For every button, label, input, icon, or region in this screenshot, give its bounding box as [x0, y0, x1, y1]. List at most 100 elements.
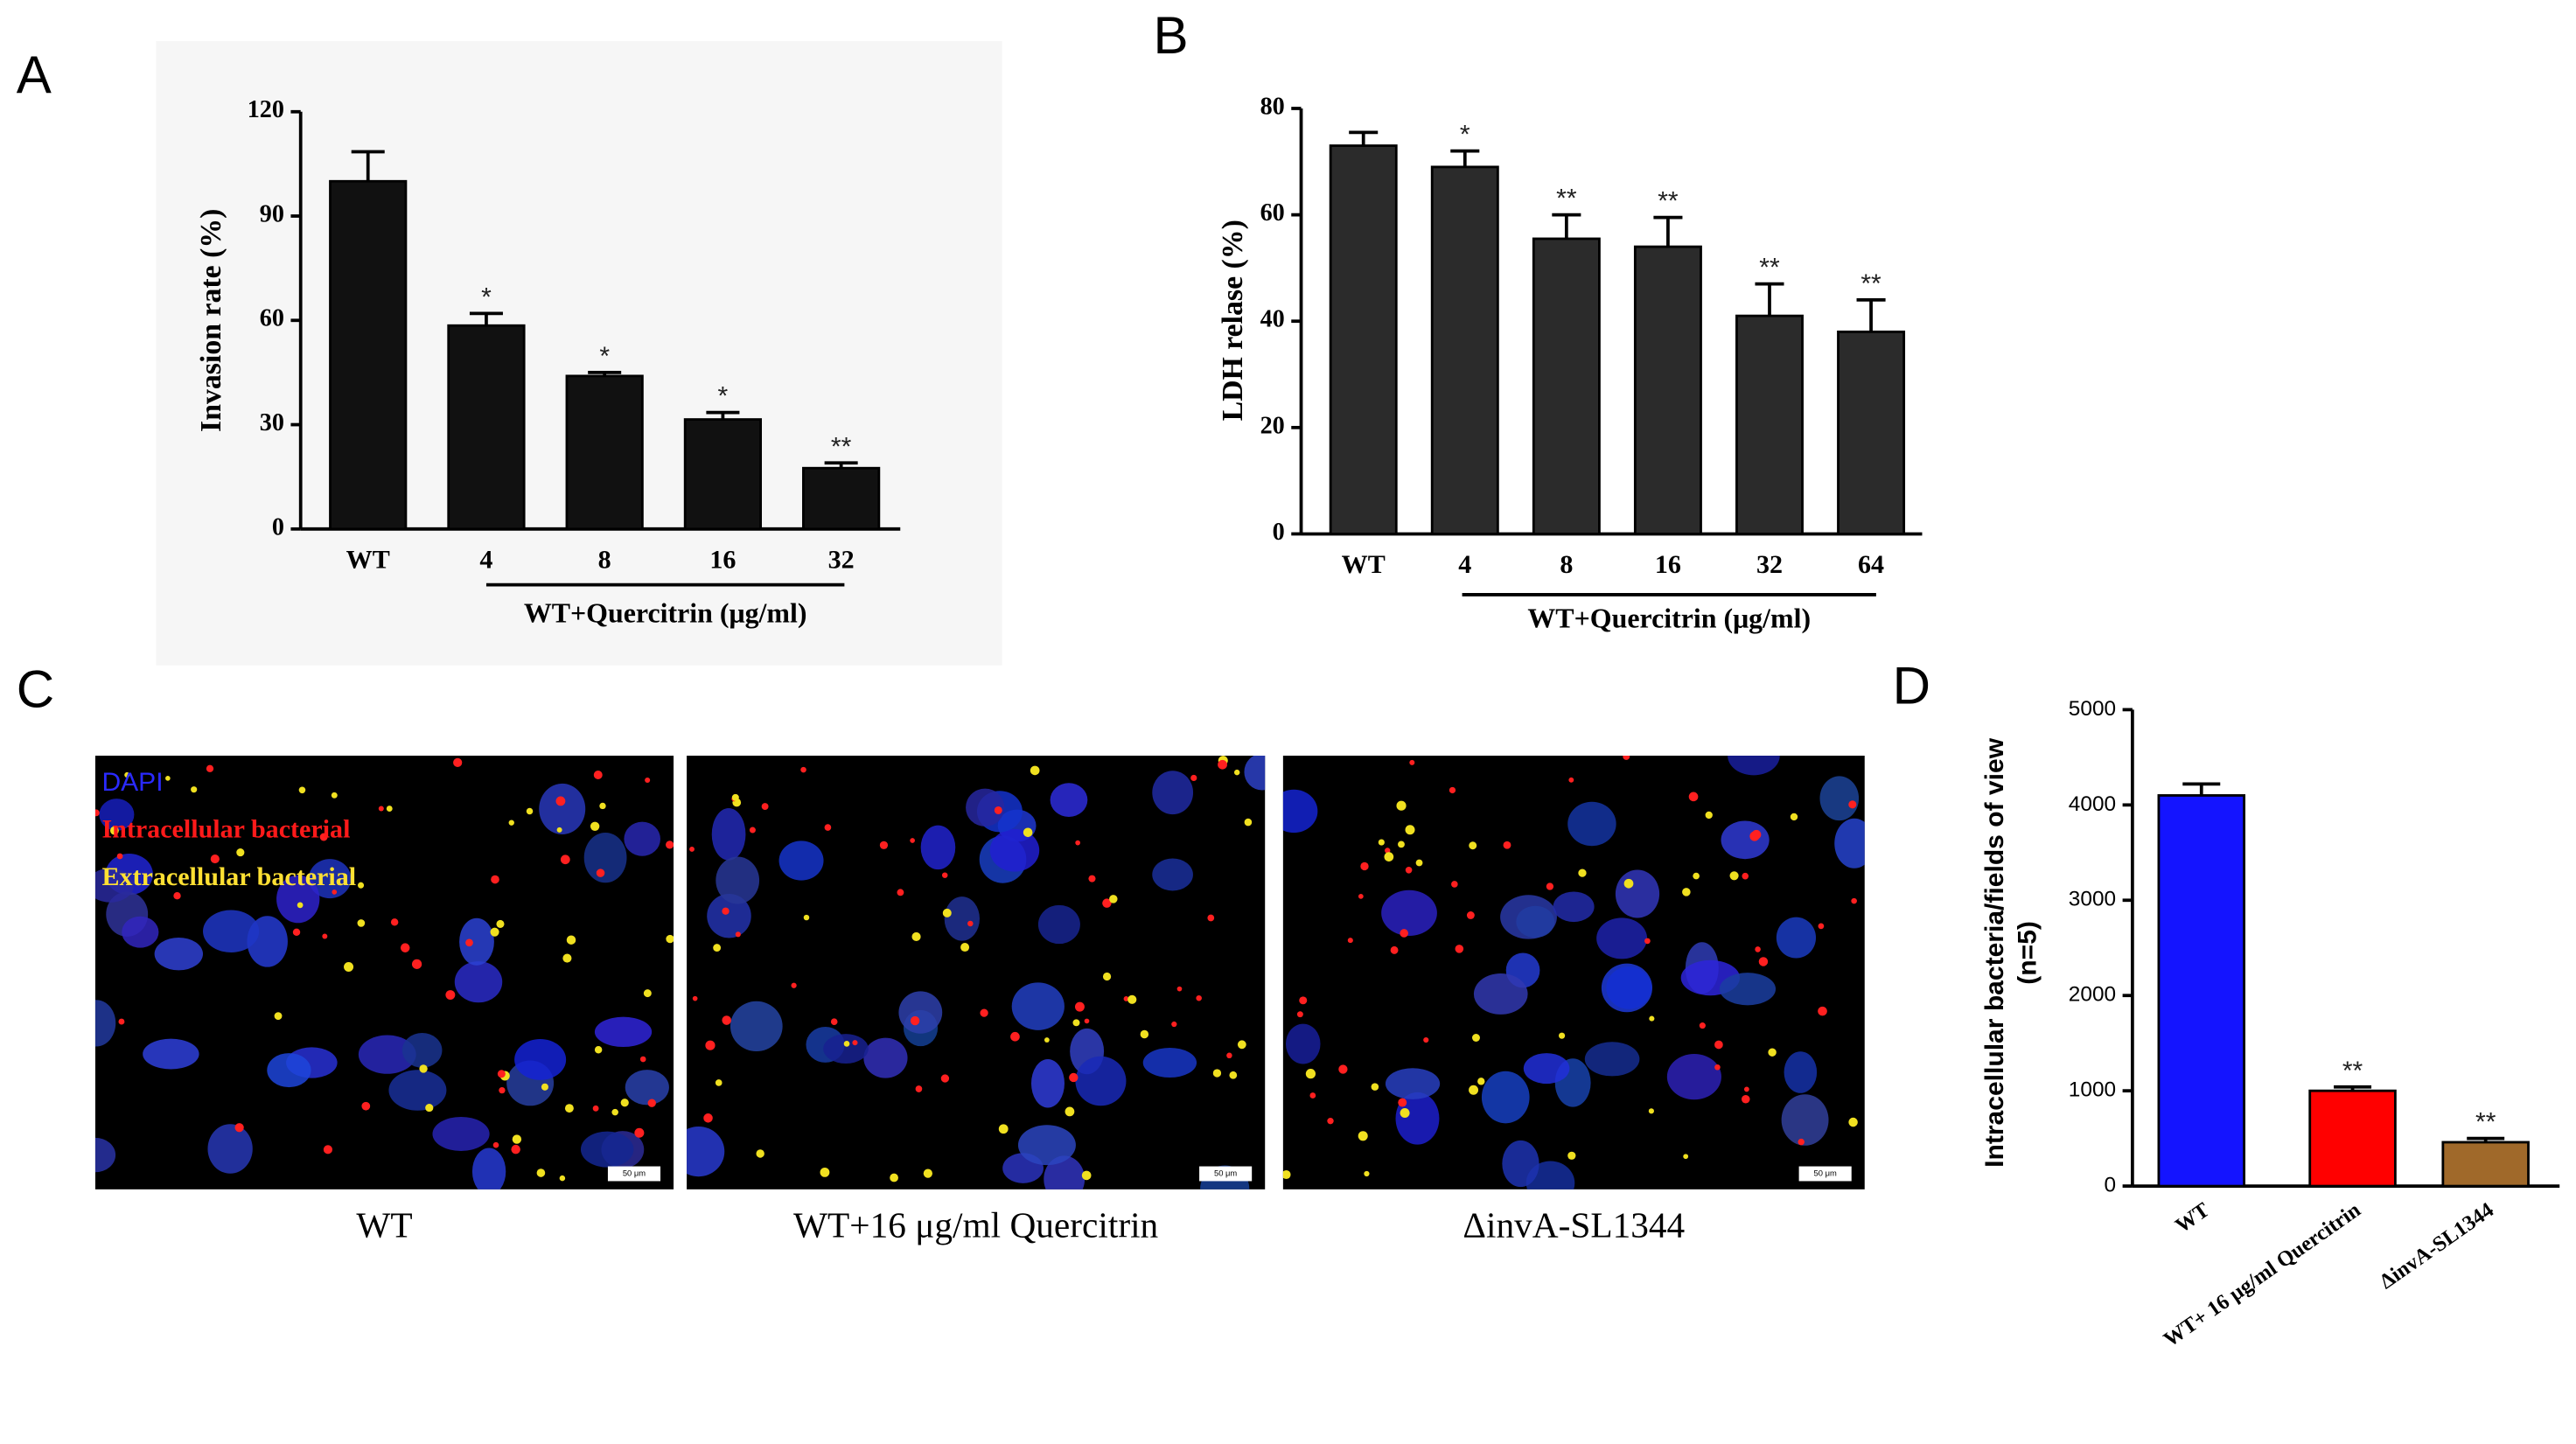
error-bar [1349, 130, 1379, 146]
nucleus [1606, 966, 1651, 1009]
bacterium [566, 935, 576, 945]
bacterium [1338, 1064, 1348, 1074]
nucleus [1615, 869, 1660, 918]
bacterium [445, 990, 456, 1001]
bacterium [453, 757, 463, 768]
bacterium [1075, 840, 1080, 846]
nucleus [1152, 858, 1193, 891]
bacterium [879, 841, 889, 849]
bacterium [109, 826, 119, 835]
nucleus [707, 893, 751, 938]
nucleus [898, 991, 943, 1034]
bacterium [1229, 1071, 1238, 1079]
nucleus [1819, 776, 1860, 821]
bacterium [1244, 818, 1253, 827]
bacterium [1623, 878, 1634, 889]
bacterium [492, 1141, 499, 1148]
bacterium [689, 847, 695, 852]
significance: ** [1759, 254, 1780, 283]
bacterium [998, 1124, 1009, 1134]
bacterium [1749, 831, 1760, 841]
bacterium [843, 1041, 850, 1047]
bacterium [980, 1008, 988, 1017]
bacterium [1309, 1092, 1316, 1099]
nucleus [1834, 818, 1865, 868]
bacterium [319, 833, 328, 841]
bacterium [358, 882, 365, 889]
bacterium [165, 776, 171, 781]
y-tick-label: 60 [260, 305, 284, 332]
bacterium [556, 827, 562, 833]
bacterium [536, 1168, 546, 1177]
bacterium [559, 1175, 566, 1182]
nucleus [863, 1037, 908, 1078]
nucleus [1285, 1023, 1321, 1064]
bacterium [666, 841, 674, 849]
bar [683, 418, 763, 531]
micrograph-caption: WT [356, 1204, 412, 1245]
bacterium [491, 875, 499, 884]
nucleus [966, 788, 1005, 827]
bacterium [911, 931, 921, 942]
nucleus [1244, 756, 1266, 791]
y-tick-label: 120 [248, 96, 284, 123]
bacterium [596, 868, 605, 877]
bacterium [465, 938, 473, 947]
bacterium [1682, 888, 1691, 896]
bacterium [1409, 759, 1415, 765]
bacterium [722, 1015, 731, 1025]
bacterium [940, 1074, 950, 1083]
panel-a-background [156, 40, 1002, 666]
nucleus [1728, 756, 1780, 776]
bar [2308, 1089, 2397, 1188]
bacterium [634, 1127, 645, 1138]
bacterium [1466, 911, 1475, 919]
bacterium [1423, 1036, 1429, 1043]
bacterium [1030, 765, 1040, 776]
bacterium [666, 934, 674, 944]
bacterium [1755, 946, 1761, 952]
x-tick-label: 8 [598, 544, 611, 574]
bacterium [599, 802, 606, 810]
nucleus [1017, 1125, 1076, 1166]
y-tick-label: 0 [1273, 519, 1285, 546]
bacterium [594, 1046, 603, 1054]
x-tick-label: 64 [1858, 549, 1884, 579]
bacterium [1010, 1031, 1020, 1042]
bacterium [1503, 841, 1511, 849]
bacterium [1848, 1117, 1858, 1127]
bacterium [1347, 938, 1353, 944]
x-tick-label: 4 [1458, 549, 1471, 579]
bacterium [1798, 1138, 1805, 1146]
bacterium [703, 1113, 713, 1123]
bacterium [1069, 1072, 1079, 1083]
y-tick-label: 5000 [2069, 697, 2116, 721]
bacterium [1451, 881, 1458, 888]
x-tick-label: WT [346, 544, 390, 574]
bacterium [722, 907, 730, 915]
bacterium [118, 1018, 125, 1025]
nucleus [1011, 982, 1065, 1030]
bacterium [897, 889, 904, 896]
bar [1430, 165, 1499, 535]
bacterium [1358, 894, 1364, 899]
bacterium [508, 820, 514, 826]
bacterium [1023, 827, 1033, 838]
bacterium [1088, 875, 1096, 882]
bacterium [1469, 1085, 1479, 1095]
nucleus [388, 1070, 447, 1111]
bacterium [923, 1168, 932, 1178]
bacterium [1714, 1064, 1721, 1071]
nucleus [1395, 1092, 1440, 1145]
error-bar [1755, 282, 1784, 317]
micrograph-caption: ΔinvA-SL1344 [1463, 1204, 1685, 1245]
nucleus [1781, 1094, 1829, 1146]
bacterium [960, 943, 970, 952]
bacterium [390, 918, 399, 926]
bacterium [611, 1108, 618, 1116]
micrograph: 50 μm [1282, 756, 1865, 1189]
bacterium [910, 838, 915, 843]
nucleus [94, 868, 135, 903]
bacterium [496, 919, 505, 928]
y-axis-label: Invasion rate (%) [195, 209, 227, 432]
